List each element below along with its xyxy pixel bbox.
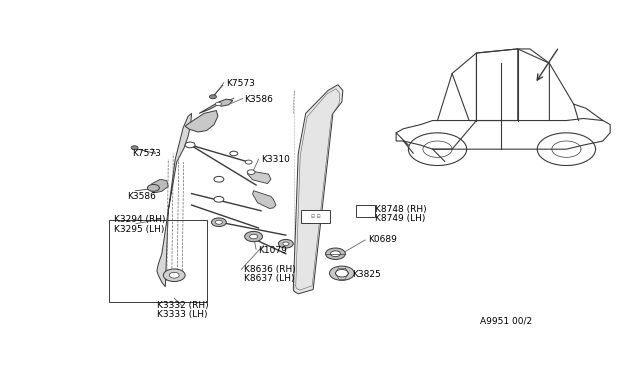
Text: K3295 (LH): K3295 (LH) bbox=[114, 225, 164, 234]
Text: K3332 (RH): K3332 (RH) bbox=[157, 301, 209, 310]
Circle shape bbox=[330, 266, 355, 280]
Polygon shape bbox=[248, 171, 271, 183]
Polygon shape bbox=[293, 85, 343, 294]
Text: K8748 (RH): K8748 (RH) bbox=[375, 205, 427, 214]
Circle shape bbox=[326, 248, 346, 260]
Circle shape bbox=[278, 240, 293, 248]
Text: K1079: K1079 bbox=[259, 246, 287, 255]
Text: K7573: K7573 bbox=[227, 79, 255, 88]
Circle shape bbox=[250, 234, 257, 239]
Polygon shape bbox=[157, 113, 191, 287]
Circle shape bbox=[147, 185, 159, 191]
Circle shape bbox=[185, 142, 195, 148]
Circle shape bbox=[131, 146, 138, 150]
Text: K3825: K3825 bbox=[352, 270, 381, 279]
Polygon shape bbox=[150, 179, 168, 193]
Text: K3586: K3586 bbox=[244, 94, 273, 103]
FancyBboxPatch shape bbox=[301, 210, 330, 223]
Text: K3586: K3586 bbox=[127, 192, 156, 201]
FancyBboxPatch shape bbox=[356, 205, 375, 217]
Circle shape bbox=[163, 269, 185, 282]
Text: K3294 (RH): K3294 (RH) bbox=[114, 215, 165, 224]
Circle shape bbox=[209, 95, 216, 99]
Circle shape bbox=[335, 269, 348, 277]
Text: K8749 (LH): K8749 (LH) bbox=[375, 214, 426, 223]
Circle shape bbox=[244, 231, 262, 242]
Text: K3310: K3310 bbox=[261, 155, 290, 164]
Circle shape bbox=[214, 176, 224, 182]
Circle shape bbox=[330, 251, 340, 257]
Text: K7573: K7573 bbox=[132, 149, 161, 158]
Circle shape bbox=[245, 160, 252, 164]
Circle shape bbox=[216, 220, 222, 224]
Polygon shape bbox=[199, 99, 233, 113]
Text: ⊟ ⊟: ⊟ ⊟ bbox=[311, 214, 321, 219]
Text: K8637 (LH): K8637 (LH) bbox=[244, 275, 294, 283]
Text: K0689: K0689 bbox=[367, 235, 397, 244]
Circle shape bbox=[283, 242, 289, 246]
Text: A9951 00/2: A9951 00/2 bbox=[481, 317, 532, 326]
Text: K3333 (LH): K3333 (LH) bbox=[157, 310, 207, 319]
Circle shape bbox=[247, 170, 255, 174]
Circle shape bbox=[211, 218, 227, 227]
Polygon shape bbox=[185, 110, 218, 132]
Circle shape bbox=[230, 151, 237, 156]
Polygon shape bbox=[253, 191, 276, 208]
Circle shape bbox=[214, 196, 224, 202]
Circle shape bbox=[216, 102, 221, 106]
Text: K8636 (RH): K8636 (RH) bbox=[244, 265, 296, 274]
Circle shape bbox=[169, 272, 179, 278]
